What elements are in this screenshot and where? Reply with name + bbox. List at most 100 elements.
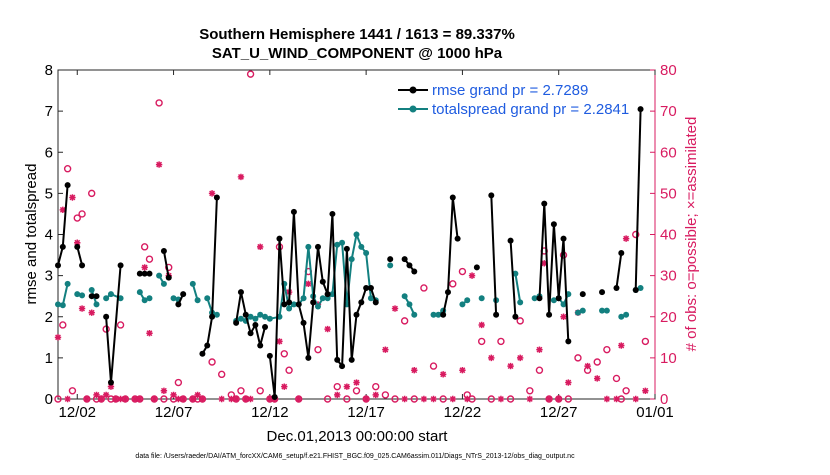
totalspread-point (411, 311, 418, 318)
totalspread-point (252, 315, 259, 322)
obs-assimilated-point (54, 334, 62, 341)
totalspread-point (189, 280, 196, 287)
rmse-point (314, 243, 321, 250)
rmse-point (146, 270, 153, 277)
obs-assimilated-point (189, 395, 197, 403)
rmse-line (509, 240, 517, 317)
rmse-point (213, 194, 220, 201)
totalspread-point (74, 291, 81, 298)
obs-assimilated-point (208, 190, 216, 197)
y-right-tick-label: 30 (660, 268, 677, 285)
obs-possible-point (458, 267, 467, 276)
obs-assimilated-point (160, 387, 168, 394)
rmse-point (233, 319, 240, 326)
x-tick-label: 01/01 (636, 404, 674, 421)
totalspread-point (136, 289, 143, 296)
rmse-point (363, 284, 370, 291)
rmse-line (201, 197, 218, 355)
totalspread-point (204, 295, 211, 302)
rmse-point (560, 235, 567, 242)
totalspread-point (339, 239, 346, 246)
rmse-point (353, 311, 360, 318)
rmse-point (324, 291, 331, 298)
obs-possible-point (487, 395, 496, 403)
totalspread-point (459, 301, 466, 308)
x-axis-label: Dec.01,2013 00:00:00 start (267, 428, 449, 445)
y-right-tick-label: 70 (660, 103, 677, 120)
rmse-point (444, 289, 451, 296)
rmse-point (329, 210, 336, 217)
rmse-point (339, 363, 346, 370)
totalspread-point (348, 256, 355, 263)
rmse-point (136, 270, 143, 277)
obs-possible-point (68, 387, 77, 395)
totalspread-point (358, 243, 365, 250)
rmse-point (252, 321, 259, 328)
totalspread-point (286, 305, 293, 312)
rmse-point (281, 301, 288, 308)
rmse-point (242, 311, 249, 318)
rmse-point (319, 278, 326, 285)
obs-possible-point (391, 395, 399, 403)
totalspread-point (531, 295, 538, 302)
obs-assimilated-point (594, 375, 601, 382)
obs-assimilated-point (334, 391, 341, 399)
rmse-point (613, 284, 620, 291)
obs-assimilated-point (59, 206, 67, 214)
obs-assimilated-point (69, 194, 76, 201)
obs-assimilated-point (324, 325, 331, 333)
legend-spread-marker (409, 105, 417, 113)
rmse-point (93, 293, 100, 300)
obs-assimilated-point (382, 346, 389, 353)
rmse-point (305, 354, 312, 361)
obs-possible-point (145, 255, 154, 263)
totalspread-point (88, 287, 95, 294)
obs-assimilated-point (74, 239, 81, 246)
rmse-point (372, 299, 379, 306)
obs-possible-point (593, 358, 601, 366)
obs-possible-point (59, 321, 67, 329)
obs-possible-point (256, 387, 264, 395)
totalspread-point (79, 292, 86, 299)
rmse-point (103, 313, 110, 320)
obs-possible-point (246, 70, 255, 78)
obs-assimilated-point (478, 321, 485, 329)
obs-assimilated-point (117, 395, 124, 403)
rmse-point (117, 262, 124, 269)
totalspread-point (623, 311, 630, 318)
totalspread-point (141, 297, 148, 304)
obs-possible-point (116, 321, 125, 329)
obs-possible-point (641, 337, 650, 346)
obs-assimilated-point (391, 305, 399, 312)
obs-possible-point (323, 395, 332, 403)
totalspread-point (430, 311, 437, 318)
totalspread-point (478, 295, 485, 302)
y-right-tick-label: 60 (660, 144, 677, 161)
obs-possible-point (237, 387, 245, 395)
obs-possible-point (314, 345, 322, 354)
rmse-point (348, 356, 355, 363)
rmse-point (546, 311, 553, 318)
obs-assimilated-point (199, 395, 206, 403)
totalspread-point (59, 302, 66, 309)
rmse-point (266, 352, 273, 359)
totalspread-point (329, 291, 336, 298)
totalspread-point (194, 297, 201, 304)
obs-assimilated-point (613, 395, 620, 403)
obs-assimilated-point (497, 395, 505, 403)
obs-assimilated-point (98, 395, 105, 403)
rmse-point (387, 256, 394, 263)
obs-assimilated-point (228, 395, 235, 403)
legend-rmse-label: rmse grand pr = 2.7289 (432, 82, 588, 99)
rmse-line (615, 252, 623, 289)
totalspread-point (517, 299, 524, 306)
rmse-point (262, 324, 269, 331)
obs-possible-point (54, 395, 62, 403)
rmse-line (442, 197, 459, 315)
obs-assimilated-point (146, 330, 153, 337)
totalspread-point (406, 301, 413, 308)
obs-possible-point (174, 378, 183, 387)
y-axis-left-label: rmse and totalspread (23, 164, 40, 305)
obs-possible-point (632, 230, 640, 239)
